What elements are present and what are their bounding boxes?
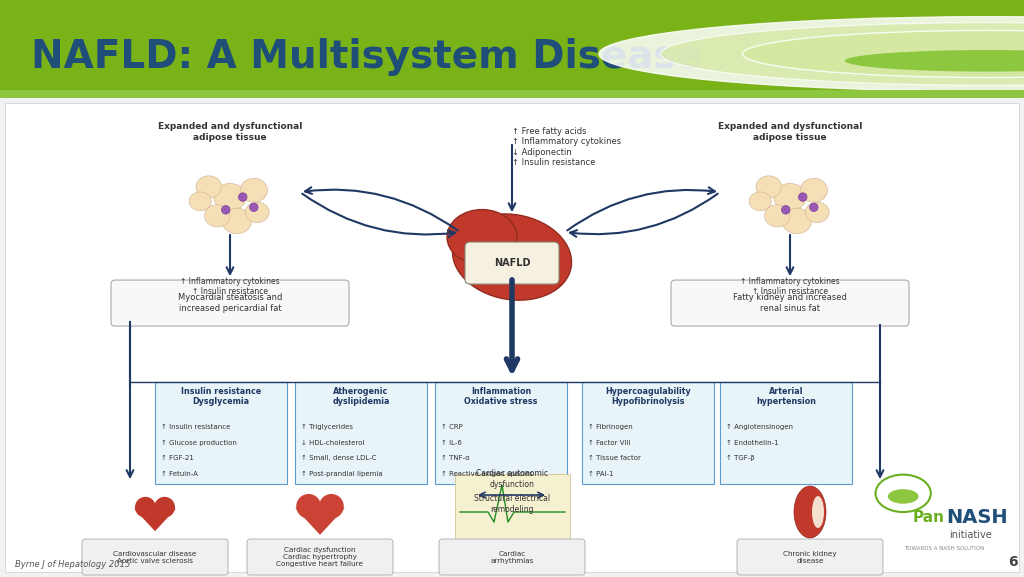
Text: ↑ Reactive oxigen species: ↑ Reactive oxigen species	[441, 470, 532, 477]
FancyBboxPatch shape	[465, 242, 559, 284]
Circle shape	[742, 31, 1024, 77]
Ellipse shape	[756, 176, 781, 198]
FancyBboxPatch shape	[111, 280, 349, 326]
Polygon shape	[295, 508, 345, 535]
Text: ↑ Angiotensinogen: ↑ Angiotensinogen	[726, 424, 793, 430]
Circle shape	[799, 193, 807, 201]
Circle shape	[250, 203, 258, 212]
Circle shape	[660, 23, 1024, 85]
FancyBboxPatch shape	[671, 280, 909, 326]
Text: ↑ IL-6: ↑ IL-6	[441, 440, 462, 445]
FancyBboxPatch shape	[720, 382, 852, 484]
Text: ↑ PAI-1: ↑ PAI-1	[588, 470, 613, 477]
Text: ↑ Fetuin-A: ↑ Fetuin-A	[161, 470, 198, 477]
Ellipse shape	[805, 202, 829, 223]
FancyBboxPatch shape	[439, 539, 585, 575]
Text: Expanded and dysfunctional
adipose tissue: Expanded and dysfunctional adipose tissu…	[158, 122, 302, 142]
Text: initiative: initiative	[949, 530, 992, 540]
FancyBboxPatch shape	[247, 539, 393, 575]
Ellipse shape	[196, 176, 221, 198]
FancyBboxPatch shape	[155, 382, 287, 484]
Ellipse shape	[782, 208, 812, 234]
Ellipse shape	[135, 497, 156, 518]
FancyBboxPatch shape	[435, 382, 567, 484]
Ellipse shape	[453, 214, 571, 300]
Ellipse shape	[765, 205, 790, 227]
Text: Cardiovascular disease
Aortic valve sclerosis: Cardiovascular disease Aortic valve scle…	[114, 550, 197, 564]
Text: ↓ HDL-cholesterol: ↓ HDL-cholesterol	[301, 440, 365, 445]
Text: Structural electrical
remodeling: Structural electrical remodeling	[474, 494, 550, 514]
Text: 6: 6	[1009, 555, 1018, 569]
Text: ↑ TGF-β: ↑ TGF-β	[726, 455, 755, 461]
Circle shape	[221, 205, 230, 214]
Text: Pan: Pan	[912, 509, 944, 524]
Text: ↑ Small, dense LDL-C: ↑ Small, dense LDL-C	[301, 455, 377, 461]
Circle shape	[810, 203, 818, 212]
Text: ↑ CRP: ↑ CRP	[441, 424, 463, 430]
Text: Cardiac
arrhythmias: Cardiac arrhythmias	[490, 550, 534, 564]
Circle shape	[781, 205, 790, 214]
Ellipse shape	[319, 494, 344, 519]
Ellipse shape	[205, 205, 230, 227]
Circle shape	[599, 17, 1024, 91]
FancyBboxPatch shape	[582, 382, 714, 484]
Ellipse shape	[888, 489, 919, 504]
Text: ↑ Triglycerides: ↑ Triglycerides	[301, 424, 353, 430]
Text: ↑ Factor VIII: ↑ Factor VIII	[588, 440, 631, 445]
Ellipse shape	[296, 494, 321, 519]
Text: Chronic kidney
disease: Chronic kidney disease	[783, 550, 837, 564]
Text: Myocardial steatosis and
increased pericardial fat: Myocardial steatosis and increased peric…	[178, 293, 283, 313]
Ellipse shape	[774, 183, 806, 211]
Text: Arterial
hypertension: Arterial hypertension	[756, 387, 816, 406]
Circle shape	[876, 475, 931, 512]
Text: Hypercoagulability
Hypofibrinolysis: Hypercoagulability Hypofibrinolysis	[605, 387, 691, 406]
Text: Atherogenic
dyslipidemia: Atherogenic dyslipidemia	[332, 387, 390, 406]
Bar	[0, 90, 1024, 98]
Text: NAFLD: A Multisystem Disease: NAFLD: A Multisystem Disease	[31, 38, 702, 76]
Text: ↑ Inflammatory cytokines
↑ Insulin resistance: ↑ Inflammatory cytokines ↑ Insulin resis…	[180, 277, 280, 297]
Ellipse shape	[800, 178, 827, 202]
Text: TOWARDS A NASH SOLUTION: TOWARDS A NASH SOLUTION	[904, 546, 985, 551]
Ellipse shape	[750, 192, 771, 211]
Text: ↑ FGF-21: ↑ FGF-21	[161, 455, 194, 461]
Text: ↑ Inflammatory cytokines
↑ Insulin resistance: ↑ Inflammatory cytokines ↑ Insulin resis…	[740, 277, 840, 297]
Ellipse shape	[246, 202, 269, 223]
FancyBboxPatch shape	[737, 539, 883, 575]
Ellipse shape	[447, 209, 517, 265]
Text: ↑ Fibrinogen: ↑ Fibrinogen	[588, 424, 633, 430]
Bar	[455, 474, 570, 539]
Text: Cardiac dysfunction
Cardiac hypertrophy
Congestive heart failure: Cardiac dysfunction Cardiac hypertrophy …	[276, 547, 364, 567]
Text: ↑ Insulin resistance: ↑ Insulin resistance	[161, 424, 230, 430]
Text: NAFLD: NAFLD	[494, 258, 530, 268]
Text: Inflammation
Oxidative stress: Inflammation Oxidative stress	[464, 387, 538, 406]
Text: Cardiac autonomic
dysfunction: Cardiac autonomic dysfunction	[476, 469, 548, 489]
FancyBboxPatch shape	[82, 539, 228, 575]
Ellipse shape	[155, 497, 175, 518]
Text: Insulin resistance
Dysglycemia: Insulin resistance Dysglycemia	[181, 387, 261, 406]
Ellipse shape	[241, 178, 267, 202]
Text: ↑ Endothelin-1: ↑ Endothelin-1	[726, 440, 778, 445]
Text: ↑ Tissue factor: ↑ Tissue factor	[588, 455, 641, 461]
Ellipse shape	[845, 50, 1024, 72]
FancyBboxPatch shape	[295, 382, 427, 484]
Polygon shape	[134, 509, 176, 531]
Text: Fatty kidney and increased
renal sinus fat: Fatty kidney and increased renal sinus f…	[733, 293, 847, 313]
Text: Expanded and dysfunctional
adipose tissue: Expanded and dysfunctional adipose tissu…	[718, 122, 862, 142]
Text: ↑ Free fatty acids
↑ Inflammatory cytokines
↓ Adiponectin
↑ Insulin resistance: ↑ Free fatty acids ↑ Inflammatory cytoki…	[512, 127, 622, 167]
Text: Byrne J of Hepatology 2015: Byrne J of Hepatology 2015	[15, 560, 130, 569]
Circle shape	[239, 193, 247, 201]
Text: ↑ Post-prandial lipemia: ↑ Post-prandial lipemia	[301, 470, 383, 477]
Ellipse shape	[222, 208, 252, 234]
Ellipse shape	[189, 192, 211, 211]
Ellipse shape	[812, 496, 824, 528]
Ellipse shape	[214, 183, 246, 211]
Ellipse shape	[794, 486, 826, 538]
Text: ↑ Glucose production: ↑ Glucose production	[161, 440, 237, 445]
Text: NASH: NASH	[946, 508, 1008, 527]
Text: ↑ TNF-α: ↑ TNF-α	[441, 455, 470, 461]
